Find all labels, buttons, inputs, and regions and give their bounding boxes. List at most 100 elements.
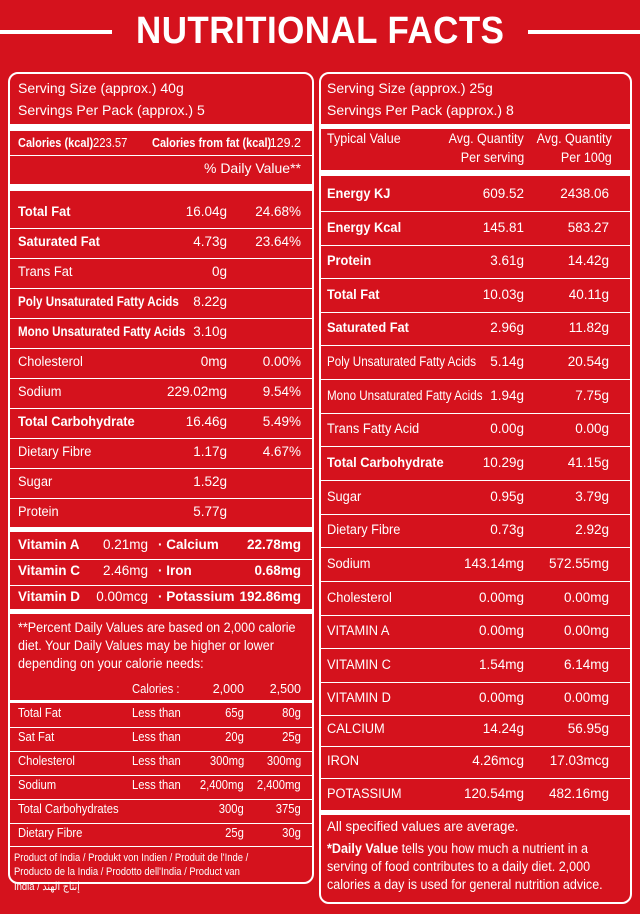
nutrient-name: Trans Fat <box>18 264 73 279</box>
row-divider <box>321 211 630 212</box>
nutrient-name: Total Carbohydrate <box>327 455 444 470</box>
ref-nutrient: Cholesterol <box>18 754 75 768</box>
divider <box>321 810 630 815</box>
nutrient-per-100g: 6.14mg <box>563 657 609 672</box>
row-divider <box>10 799 312 800</box>
ref-calories-label: Calories : <box>132 682 180 696</box>
divider <box>321 124 630 129</box>
row-divider <box>10 228 312 229</box>
row-divider <box>10 585 312 586</box>
nutrient-name: Cholesterol <box>327 590 392 605</box>
ref-nutrient: Dietary Fibre <box>18 826 83 840</box>
row-divider <box>321 278 630 279</box>
mineral-name: · Calcium <box>158 537 219 552</box>
nutrient-name: VITAMIN C <box>327 657 391 672</box>
nutrient-per-serving: 0.73g <box>490 522 524 537</box>
nutrient-per-100g: 2.92g <box>575 522 609 537</box>
nutrient-dv: 23.64% <box>255 234 301 249</box>
ref-2500: 25g <box>282 730 301 744</box>
nutrient-name: Mono Unsaturated Fatty Acids <box>18 324 186 339</box>
ref-nutrient: Sodium <box>18 778 57 792</box>
nutrient-per-100g: 482.16mg <box>548 786 609 801</box>
nutrient-amount: 0mg <box>200 354 227 369</box>
row-divider <box>321 778 630 779</box>
origin-line: India / إنتاج الهند <box>14 881 80 893</box>
row-divider <box>321 746 630 747</box>
nutrient-per-serving: 5.14g <box>490 354 524 369</box>
row-divider <box>321 615 630 616</box>
servings-per-pack: Servings Per Pack (approx.) 8 <box>327 102 514 118</box>
divider <box>10 124 312 131</box>
nutrient-dv: 0.00% <box>262 354 301 369</box>
nutrient-name: Total Carbohydrate <box>18 414 135 429</box>
ref-col-2500: 2,500 <box>269 682 301 696</box>
nutrient-amount: 16.46g <box>185 414 227 429</box>
row-divider <box>10 498 312 499</box>
ref-nutrient: Sat Fat <box>18 730 55 744</box>
nutrient-name: Total Fat <box>18 204 71 219</box>
row-divider <box>10 823 312 824</box>
nutrient-per-100g: 583.27 <box>567 220 609 235</box>
row-divider <box>10 378 312 379</box>
divider <box>10 700 312 703</box>
vitamin-value: 2.46mg <box>102 563 148 578</box>
row-divider <box>10 348 312 349</box>
nutrient-per-serving: 0.00g <box>490 421 524 436</box>
nutrient-per-100g: 11.82g <box>568 320 609 335</box>
nutrient-per-100g: 0.00mg <box>563 623 609 638</box>
nutrient-per-serving: 1.94g <box>490 388 524 403</box>
nutrient-name: Sugar <box>327 489 362 504</box>
col-100g-line1: Avg. Quantity <box>536 131 612 146</box>
nutrient-per-serving: 0.95g <box>490 489 524 504</box>
col-serving-line1: Avg. Quantity <box>448 131 524 146</box>
row-divider <box>321 413 630 414</box>
origin-line: Producto de la India / Prodotto dell'Ind… <box>14 866 240 878</box>
serving-size: Serving Size (approx.) 40g <box>18 80 184 96</box>
divider <box>10 609 312 614</box>
nutrient-per-100g: 572.55mg <box>548 556 609 571</box>
nutrient-name: Saturated Fat <box>327 320 409 335</box>
nutrient-per-100g: 3.79g <box>575 489 609 504</box>
nutrient-name: Sodium <box>18 384 62 399</box>
nutrient-per-serving: 10.03g <box>482 287 524 302</box>
nutrient-name: Energy KJ <box>327 186 391 201</box>
nutrient-per-100g: 14.42g <box>567 253 609 268</box>
nutrient-per-serving: 0.00mg <box>478 623 524 638</box>
row-divider <box>10 559 312 560</box>
left-nutrition-panel <box>8 72 314 884</box>
nutrient-name: Sugar <box>18 474 53 489</box>
calories-value: 223.57 <box>93 136 128 150</box>
ref-condition: Less than <box>132 754 181 768</box>
daily-value-note-line: serving of food contributes to a daily d… <box>327 859 591 874</box>
vitamin-name: Vitamin A <box>18 537 80 552</box>
nutrient-amount: 8.22g <box>193 294 227 309</box>
nutrient-per-100g: 56.95g <box>567 721 609 736</box>
footnote-line: **Percent Daily Values are based on 2,00… <box>18 620 296 635</box>
nutrient-per-100g: 20.54g <box>567 354 609 369</box>
daily-value-note-line: calories a day is used for general nutri… <box>327 877 603 892</box>
nutrient-name: Poly Unsaturated Fatty Acids <box>18 294 179 309</box>
col-100g-line2: Per 100g <box>561 150 612 165</box>
nutrient-name: Energy Kcal <box>327 220 402 235</box>
dv-header: % Daily Value** <box>203 160 301 176</box>
nutrient-per-serving: 120.54mg <box>463 786 524 801</box>
footnote-line: diet. Your Daily Values may be higher or… <box>18 638 274 653</box>
row-divider <box>10 408 312 409</box>
nutrient-per-serving: 143.14mg <box>463 556 524 571</box>
row-divider <box>10 751 312 752</box>
calories-fat-value: 129.2 <box>269 136 301 150</box>
ref-col-2000: 2,000 <box>212 682 244 696</box>
nutrient-amount: 1.17g <box>193 444 227 459</box>
origin-line: Product of India / Produkt von Indien / … <box>14 852 249 864</box>
nutrient-per-serving: 2.96g <box>490 320 524 335</box>
nutrient-name: VITAMIN A <box>327 623 390 638</box>
header: NUTRITIONAL FACTS <box>0 0 640 62</box>
row-divider <box>321 312 630 313</box>
row-divider <box>321 446 630 447</box>
nutrient-name: Sodium <box>327 556 371 571</box>
calories-label: Calories (kcal) <box>18 136 94 150</box>
nutrient-amount: 5.77g <box>193 504 227 519</box>
nutrient-per-serving: 0.00mg <box>478 590 524 605</box>
nutrient-per-serving: 609.52 <box>482 186 524 201</box>
nutrient-name: Cholesterol <box>18 354 83 369</box>
